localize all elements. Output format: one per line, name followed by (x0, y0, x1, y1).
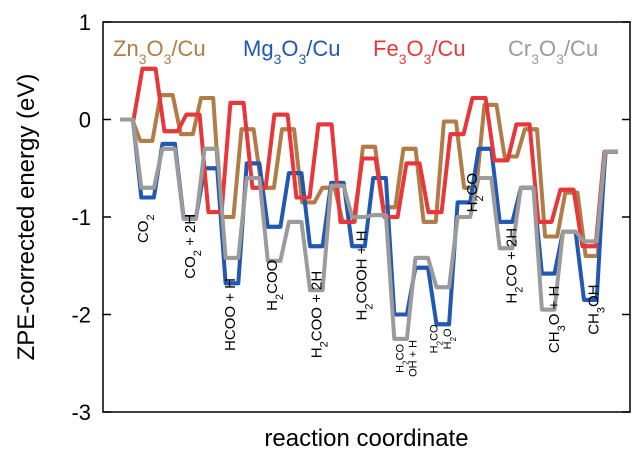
step-label: HCOO + H (222, 278, 239, 351)
step-label: H2COO + 2H (309, 271, 331, 358)
step-label: H2CO (394, 343, 410, 372)
step-label: CH3O + H (546, 286, 568, 353)
y-tick-label: -3 (71, 400, 91, 425)
y-tick-label: -2 (71, 303, 91, 328)
step-label: H2CO (429, 324, 445, 353)
y-tick-label: 1 (79, 10, 91, 35)
y-tick-label: 0 (79, 108, 91, 133)
legend-entry: Fe3O3/Cu (373, 36, 466, 67)
x-axis-title: reaction coordinate (264, 425, 468, 452)
legend-entry: Mg3O3/Cu (243, 36, 341, 67)
step-label: H2CO + 2H (504, 228, 526, 304)
step-label: CO2 (135, 214, 157, 243)
step-label: H2COOH + H (354, 231, 376, 321)
step-label: H2COO (264, 260, 286, 311)
axes-group: 1 0 -1 -2 -3 (71, 10, 631, 425)
series-4 (120, 117, 618, 341)
step-label: CH3OH (585, 284, 607, 334)
series-group (120, 66, 618, 341)
legend-entry: Zn3O3/Cu (113, 36, 206, 67)
y-tick-label: -1 (71, 205, 91, 230)
legend-entry: Cr3O3/Cu (508, 36, 598, 67)
legend: Zn3O3/Cu Mg3O3/Cu Fe3O3/Cu Cr3O3/Cu (113, 36, 598, 67)
y-axis-title: ZPE-corrected energy (eV) (13, 74, 40, 361)
step-label: CO2 + 2H (182, 214, 204, 279)
step-label: H2O (442, 328, 458, 349)
series-line (120, 117, 618, 341)
step-label: H2CO (464, 173, 486, 212)
step-label: OH + H (408, 340, 420, 377)
